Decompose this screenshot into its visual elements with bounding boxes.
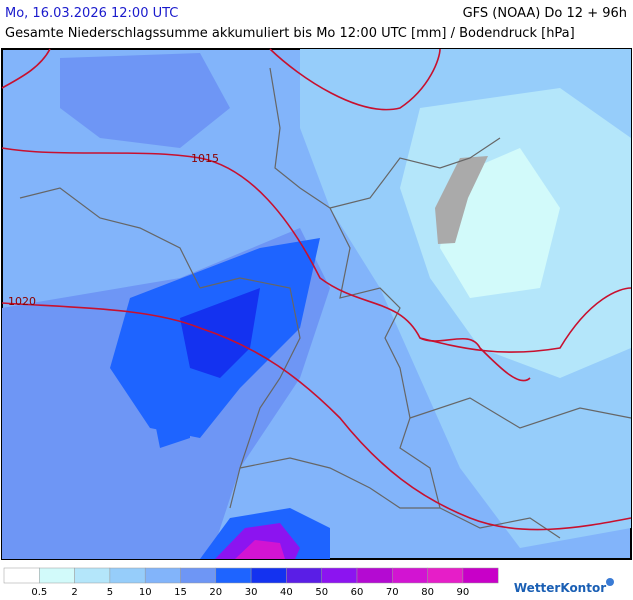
- legend-label: 70: [386, 587, 399, 598]
- legend-swatch: [215, 567, 252, 584]
- legend-swatch: [356, 567, 393, 584]
- legend-label: 40: [280, 587, 293, 598]
- borders: [19, 67, 632, 539]
- brand: WetterKontor: [514, 581, 606, 595]
- legend-swatch: [392, 567, 428, 584]
- legend-label: 50: [315, 587, 328, 598]
- precip-fields: [2, 49, 631, 559]
- legend-label: 5: [107, 587, 113, 598]
- date-label: Mo, 16.03.2026 12:00 UTC: [5, 6, 179, 21]
- legend-swatch: [427, 567, 464, 584]
- legend-label: 60: [351, 587, 364, 598]
- legend-swatch: [144, 567, 181, 584]
- legend: 0.5 2 5 10 15 20 30 40 50 60 70 80 90 WetterKontor: [3, 567, 614, 598]
- legend-swatch: [109, 567, 146, 584]
- isobar-label: 1015: [191, 152, 219, 165]
- isobar-label: 1020: [8, 295, 36, 308]
- legend-swatch: [39, 567, 75, 584]
- subtitle: Gesamte Niederschlagssumme akkumuliert b…: [5, 26, 575, 41]
- legend-label: 30: [245, 587, 258, 598]
- legend-label: 20: [209, 587, 222, 598]
- map: 1015 1020: [1, 48, 632, 560]
- isobars: [1, 48, 632, 531]
- legend-label: 0.5: [31, 587, 47, 598]
- legend-label: 15: [174, 587, 187, 598]
- legend-label: 2: [71, 587, 77, 598]
- lake: [435, 156, 488, 244]
- legend-swatch: [321, 567, 358, 584]
- legend-swatch: [3, 567, 40, 584]
- legend-swatch: [74, 567, 111, 584]
- legend-swatch: [462, 567, 499, 584]
- legend-swatch: [180, 567, 217, 584]
- brand-logo: WetterKontor: [514, 578, 614, 595]
- legend-label: 80: [421, 587, 434, 598]
- legend-label: 90: [457, 587, 470, 598]
- model-label: GFS (NOAA) Do 12 + 96h: [462, 6, 627, 21]
- legend-swatch: [250, 567, 287, 584]
- legend-swatch: [286, 567, 322, 584]
- legend-label: 10: [139, 587, 152, 598]
